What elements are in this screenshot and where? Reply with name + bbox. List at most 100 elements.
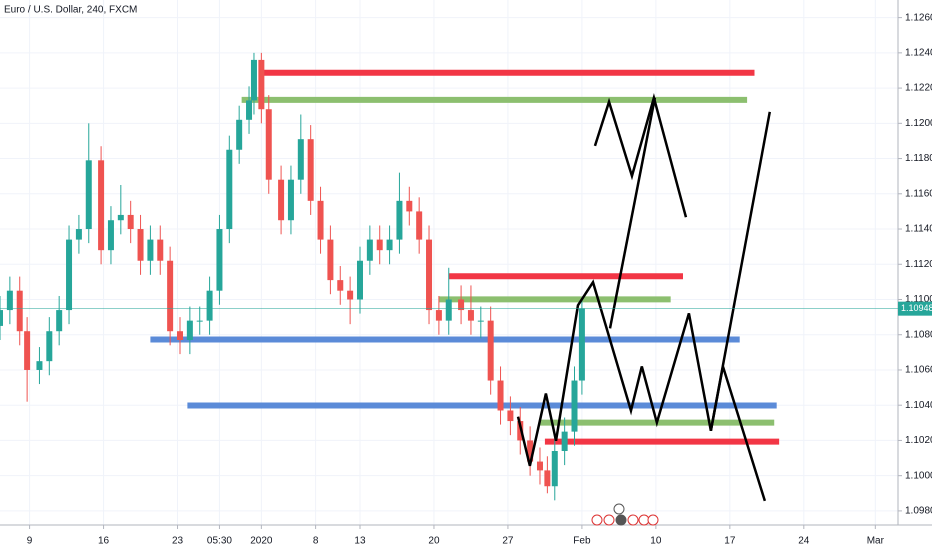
candle-body [46,331,53,362]
candle-body [507,410,514,422]
candle-body [36,361,43,370]
y-tick-label: 1.12000 [905,118,932,129]
trend-path [593,93,688,218]
candle-body [196,320,203,322]
candle-body [226,149,233,230]
y-tick-label: 1.11400 [905,224,932,235]
candle-body [366,239,373,261]
candle-body [56,310,63,332]
event-icons [591,503,659,526]
candle-body [578,308,585,381]
candle-body [278,179,285,221]
candles [0,52,585,501]
candle-body [406,200,413,212]
candle-body [571,380,578,432]
candle-body [157,239,164,261]
x-tick-label: 9 [27,536,33,547]
y-tick-label: 1.11000 [905,294,932,305]
candle-body [167,260,174,332]
candle-body [467,310,474,321]
candle-body [206,290,213,321]
candle-body [416,211,423,240]
trend-path [709,111,772,431]
candle-body [544,470,551,487]
y-tick-label: 1.10400 [905,400,932,411]
candle-body [347,290,354,300]
candle-body [6,290,13,311]
candle-body [16,290,23,332]
x-tick-label: 13 [354,536,366,547]
event-icon [603,514,615,526]
candle-body [426,239,433,311]
candle-body [435,310,442,321]
x-tick-label: Feb [573,536,591,547]
candle-body [551,451,558,487]
last-price-box [898,301,932,316]
y-tick-label: 1.11800 [905,153,932,164]
candle-body [561,431,568,452]
candle-body [137,229,144,261]
y-tick-label: 1.12200 [905,83,932,94]
candle-body [236,119,243,150]
x-tick-label: 10 [650,536,662,547]
candle-body [337,280,344,291]
candle-body [186,320,193,341]
candle-body [265,109,272,180]
candle-body [356,260,363,300]
y-tick-label: 1.10000 [905,470,932,481]
candle-body [24,331,31,370]
y-tick-label: 1.09800 [905,506,932,517]
candle-body [216,229,223,291]
candle-body [107,220,114,251]
candle-body [85,160,92,230]
candle-body [250,59,257,101]
drawings [516,93,772,502]
y-tick-label: 1.12600 [905,12,932,23]
x-tick-label: 27 [502,536,514,547]
candle-body [386,239,393,251]
candle-body [497,380,504,411]
candle-body [98,160,105,251]
candle-body [258,59,265,110]
candle-body [147,239,154,261]
y-tick-label: 1.12400 [905,47,932,58]
x-tick-label: 05:30 [207,536,232,547]
candle-body [445,299,452,321]
event-icon [627,514,639,526]
x-tick-label: 2020 [250,536,273,547]
x-tick-label: 23 [172,536,184,547]
candle-body [477,320,484,322]
candle-body [327,239,334,281]
x-tick-label: 17 [724,536,736,547]
chart-title: Euro / U.S. Dollar, 240, FXCM [4,5,137,16]
y-tick-label: 1.10200 [905,435,932,446]
x-tick-label: Mar [867,536,885,547]
levels [150,69,780,445]
event-icon [591,514,603,526]
event-icon [613,503,625,515]
candle-body [487,320,494,381]
candle-body [127,214,134,230]
x-tick-label: 8 [313,536,319,547]
trend-path [608,97,657,329]
candle-body [117,214,124,221]
y-tick-label: 1.11200 [905,259,932,270]
y-tick-label: 1.11600 [905,188,932,199]
candle-body [396,200,403,240]
x-tick-label: 20 [428,536,440,547]
candle-body [307,139,314,201]
candle-body [246,100,253,120]
candle-body [536,461,543,471]
candle-body [66,239,73,311]
candle-body [176,331,183,341]
candle-body [527,440,534,462]
last-price-label: 1.10948 [901,303,932,313]
y-tick-label: 1.10600 [905,365,932,376]
candle-body [287,179,294,221]
candle-body [376,239,383,251]
y-tick-label: 1.10800 [905,329,932,340]
candle-body [0,310,3,326]
